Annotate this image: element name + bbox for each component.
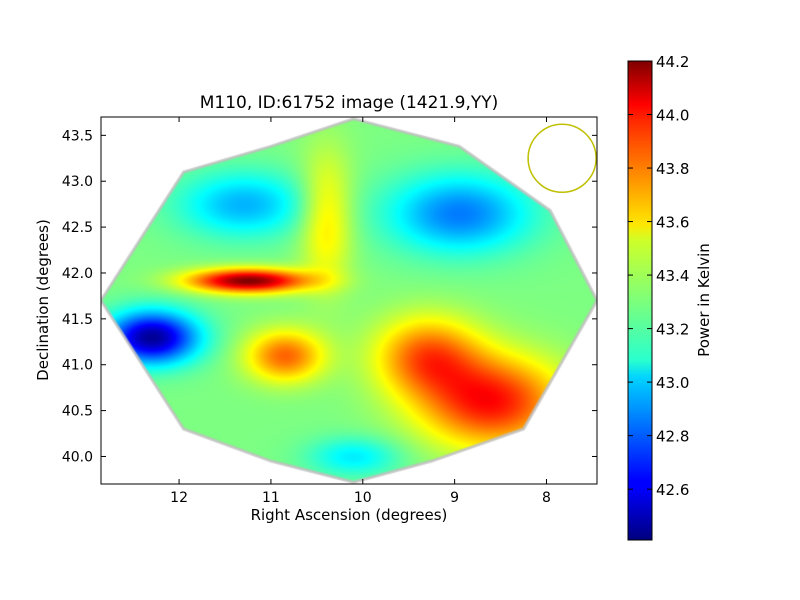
colorbar-tick-label: 42.6 [656, 481, 689, 499]
y-tick-label: 40.5 [62, 404, 93, 420]
colorbar-tick-label: 43.0 [656, 374, 689, 392]
y-tick-label: 41.0 [62, 358, 93, 374]
y-tick-label: 43.5 [62, 128, 93, 144]
colorbar-tick-label: 43.4 [656, 267, 689, 285]
x-tick-label: 9 [450, 490, 459, 506]
colorbar-tick-label: 43.6 [656, 214, 689, 232]
x-tick-label: 10 [354, 490, 372, 506]
x-tick-label: 12 [170, 490, 188, 506]
y-tick-label: 42.5 [62, 220, 93, 236]
colorbar-tick-label: 44.2 [656, 53, 689, 71]
colorbar: 42.6 42.8 43.0 43.2 43.4 43.6 43.8 44.0 44.2 Pow… [627, 53, 713, 541]
y-tick-label: 42.0 [62, 266, 93, 282]
plot-area [100, 116, 598, 485]
x-axis-label: Right Ascension (degrees) [251, 506, 448, 524]
colorbar-tick-label: 44.0 [656, 107, 689, 125]
colorbar-tick-label: 42.8 [656, 428, 689, 446]
colorbar-tick-label: 43.8 [656, 160, 689, 178]
colorbar-label: Power in Kelvin [695, 243, 713, 357]
y-tick-label: 43.0 [62, 174, 93, 190]
y-tick-label: 40.0 [62, 449, 93, 465]
colorbar-ticks: 42.6 42.8 43.0 43.2 43.4 43.6 43.8 44.0 44.2 [628, 53, 689, 499]
heatmap-image [101, 117, 597, 484]
y-axis-ticks: 40.0 40.5 41.0 41.5 42.0 42.5 43.0 43.5 [62, 128, 597, 465]
x-axis-ticks: 12 11 10 9 8 [170, 117, 551, 506]
y-tick-label: 41.5 [62, 312, 93, 328]
chart-title: M110, ID:61752 image (1421.9,YY) [200, 93, 499, 113]
colorbar-gradient [627, 60, 653, 541]
beam-marker [527, 123, 597, 194]
x-tick-label: 11 [262, 490, 280, 506]
colorbar-tick-label: 43.2 [656, 321, 689, 339]
plot-frame [100, 116, 598, 485]
x-tick-label: 8 [542, 490, 551, 506]
y-axis-label: Declination (degrees) [34, 219, 52, 381]
